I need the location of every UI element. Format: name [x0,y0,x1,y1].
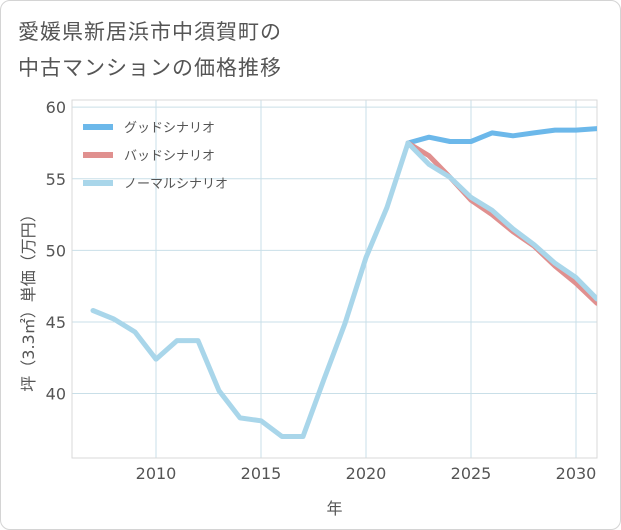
chart-title: 愛媛県新居浜市中須賀町の 中古マンションの価格推移 [18,14,578,86]
y-tick-label: 45 [46,313,66,332]
x-axis-label: 年 [326,499,342,518]
x-tick-label: 2010 [136,464,177,483]
series-line-bad [405,140,597,306]
y-tick-label: 50 [46,241,66,260]
x-tick-label: 2030 [556,464,597,483]
legend-label-bad: バッドシナリオ [124,149,215,164]
series-line-good [405,126,597,146]
x-tick-label: 2020 [346,464,387,483]
legend-label-normal: ノーマルシナリオ [124,177,228,192]
x-tick-label: 2015 [241,464,282,483]
plot-area-frame [71,99,598,459]
x-tick-label: 2025 [451,464,492,483]
y-tick-label: 40 [46,385,66,404]
legend-label-good: グッドシナリオ [124,121,215,136]
y-tick-label: 55 [46,170,66,189]
y-tick-label: 60 [46,98,66,117]
axis-ticks: 2010 2015 2020 2025 2030 40 45 50 55 60 [46,98,597,483]
series-line-normal [90,140,597,439]
grid-lines [72,100,597,458]
series-lines [90,126,597,439]
chart-title-line-1: 愛媛県新居浜市中須賀町の [18,20,282,44]
chart-title-line-2: 中古マンションの価格推移 [18,56,282,80]
y-axis-label: 坪（3.3㎡）単価（万円） [19,206,38,391]
